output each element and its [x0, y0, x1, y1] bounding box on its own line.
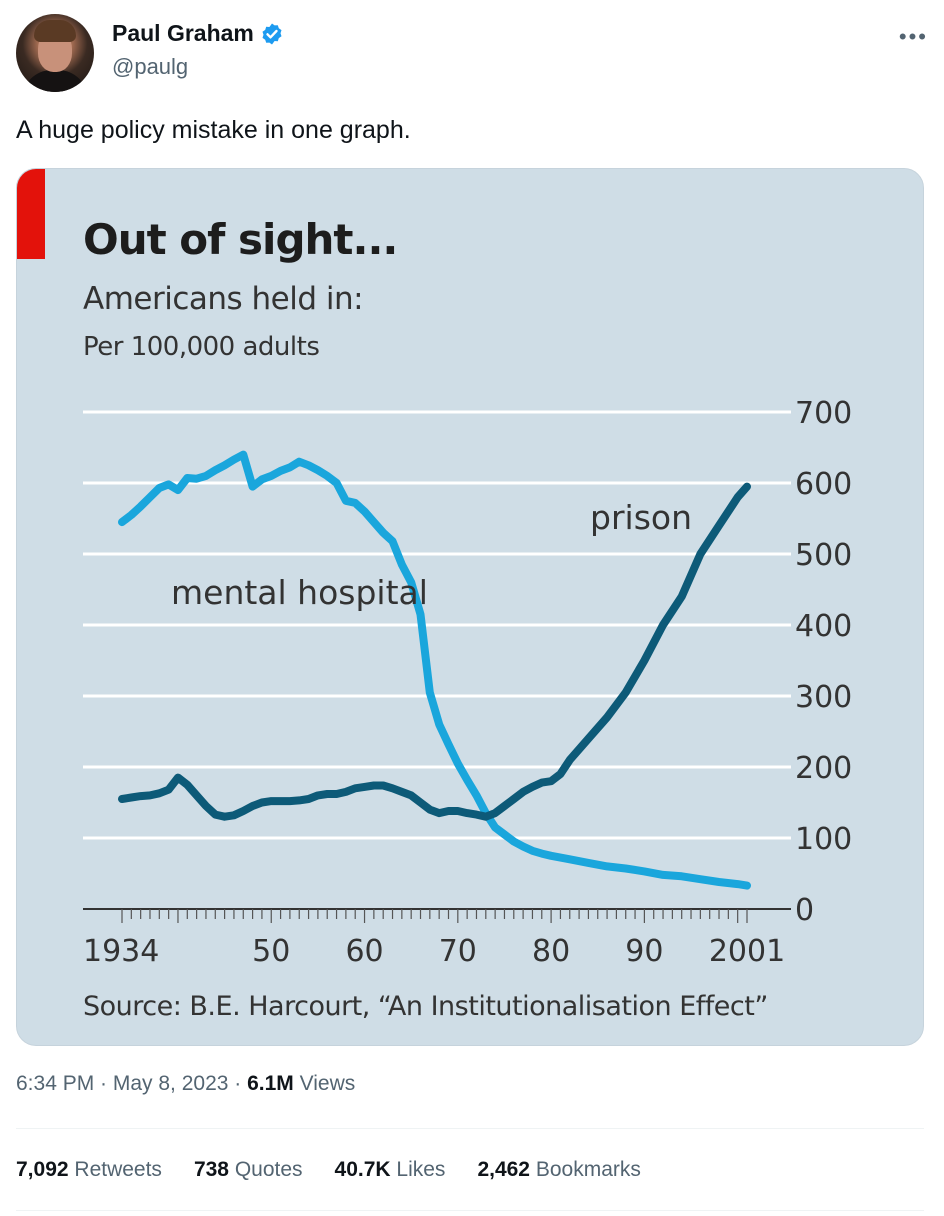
series-line-prison [118, 482, 751, 821]
quotes-stat[interactable]: 738 Quotes [194, 1158, 303, 1182]
x-tick-label: 60 [345, 934, 383, 969]
x-tick-label: 90 [625, 934, 663, 969]
tweet-header: Paul Graham @paulg ••• [16, 14, 928, 94]
views-count[interactable]: 6.1M [247, 1072, 294, 1095]
retweets-stat[interactable]: 7,092 Retweets [16, 1158, 162, 1182]
y-tick-label: 0 [795, 893, 814, 928]
tweet-meta: 6:34 PM · May 8, 2023 · 6.1M Views [16, 1072, 355, 1096]
tweet-text: A huge policy mistake in one graph. [16, 116, 411, 144]
divider [16, 1210, 924, 1211]
chart-source: Source: B.E. Harcourt, “An Institutional… [83, 991, 768, 1022]
y-tick-label: 400 [795, 609, 852, 644]
y-tick-label: 200 [795, 751, 852, 786]
avatar-hair [34, 20, 76, 42]
series-line-mental-hospital [118, 450, 751, 890]
timestamp[interactable]: 6:34 PM · May 8, 2023 · [16, 1072, 248, 1095]
more-options-icon[interactable]: ••• [898, 24, 928, 49]
divider [16, 1128, 924, 1129]
avatar[interactable] [16, 14, 94, 92]
verified-badge-icon[interactable] [260, 22, 284, 46]
tweet-media-chart[interactable]: Out of sight... Americans held in: Per 1… [16, 168, 924, 1046]
author-name[interactable]: Paul Graham [112, 20, 254, 46]
bookmarks-label: Bookmarks [530, 1158, 641, 1181]
views-label: Views [293, 1072, 356, 1095]
y-tick-label: 600 [795, 467, 852, 502]
quotes-count: 738 [193, 1158, 229, 1181]
bookmarks-stat[interactable]: 2,462 Bookmarks [477, 1158, 640, 1182]
x-tick-label: 80 [532, 934, 570, 969]
avatar-shirt [22, 70, 88, 92]
x-tick-label: 2001 [709, 934, 785, 969]
chart-unit: Per 100,000 adults [83, 332, 320, 362]
series-label-prison: prison [590, 498, 692, 537]
name-row: Paul Graham [112, 20, 284, 47]
likes-label: Likes [390, 1158, 446, 1181]
series-label-mental-hospital: mental hospital [171, 573, 428, 612]
likes-stat[interactable]: 40.7K Likes [335, 1158, 446, 1182]
y-tick-label: 700 [795, 396, 852, 431]
line-chart: 0 100 200 300 400 500 600 700 1934 50 60 70 80 90 2001… [83, 396, 852, 969]
y-tick-label: 500 [795, 538, 852, 573]
y-tick-label: 100 [795, 822, 852, 857]
x-tick-label: 1934 [83, 934, 159, 969]
quotes-label: Quotes [228, 1158, 303, 1181]
red-accent-bar [17, 169, 45, 259]
engagement-stats: 7,092 Retweets 738 Quotes 40.7K Likes 2,… [16, 1158, 641, 1182]
chart-title: Out of sight... [83, 215, 398, 264]
retweets-count: 7,092 [16, 1158, 69, 1181]
y-tick-label: 300 [795, 680, 852, 715]
bookmarks-count: 2,462 [477, 1158, 530, 1181]
likes-count: 40.7K [334, 1158, 391, 1181]
author-handle[interactable]: @paulg [112, 54, 189, 79]
x-tick-label: 50 [252, 934, 290, 969]
retweets-label: Retweets [68, 1158, 162, 1181]
chart-subtitle: Americans held in: [83, 281, 364, 317]
x-tick-label: 70 [439, 934, 477, 969]
